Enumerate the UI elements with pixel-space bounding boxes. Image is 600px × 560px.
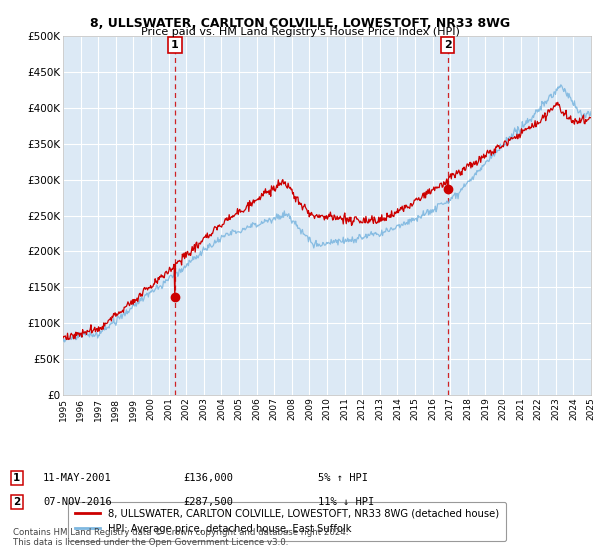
Text: 2: 2 bbox=[13, 497, 20, 507]
Text: 5% ↑ HPI: 5% ↑ HPI bbox=[318, 473, 368, 483]
Text: £287,500: £287,500 bbox=[183, 497, 233, 507]
Text: £136,000: £136,000 bbox=[183, 473, 233, 483]
Text: Price paid vs. HM Land Registry's House Price Index (HPI): Price paid vs. HM Land Registry's House … bbox=[140, 27, 460, 37]
Text: 1: 1 bbox=[13, 473, 20, 483]
Text: 11% ↓ HPI: 11% ↓ HPI bbox=[318, 497, 374, 507]
Text: 8, ULLSWATER, CARLTON COLVILLE, LOWESTOFT, NR33 8WG: 8, ULLSWATER, CARLTON COLVILLE, LOWESTOF… bbox=[90, 17, 510, 30]
Legend: 8, ULLSWATER, CARLTON COLVILLE, LOWESTOFT, NR33 8WG (detached house), HPI: Avera: 8, ULLSWATER, CARLTON COLVILLE, LOWESTOF… bbox=[68, 502, 506, 541]
Text: 11-MAY-2001: 11-MAY-2001 bbox=[43, 473, 112, 483]
Text: 2: 2 bbox=[443, 40, 451, 50]
Text: 1: 1 bbox=[171, 40, 179, 50]
Text: Contains HM Land Registry data © Crown copyright and database right 2024.
This d: Contains HM Land Registry data © Crown c… bbox=[13, 528, 349, 547]
Text: 07-NOV-2016: 07-NOV-2016 bbox=[43, 497, 112, 507]
